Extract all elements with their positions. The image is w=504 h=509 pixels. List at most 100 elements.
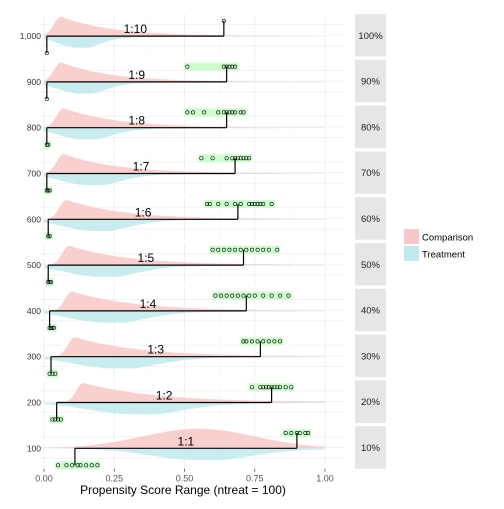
row-label: 900	[27, 77, 41, 87]
facet-strips: 100% 90% 80% 70% 60% 50% 40% 30% 20% 10%	[355, 14, 386, 469]
data-point	[216, 110, 221, 115]
data-point	[266, 247, 271, 252]
data-point	[233, 110, 238, 115]
data-point	[247, 202, 252, 207]
data-point	[224, 202, 229, 207]
treatment-density	[44, 310, 325, 323]
data-point	[275, 385, 280, 390]
data-point	[199, 156, 204, 161]
ratio-label: 1:1	[178, 434, 195, 448]
facet-strip	[355, 151, 386, 194]
x-axis-title: Propensity Score Range (ntreat = 100)	[80, 483, 286, 497]
treatment-density	[44, 36, 325, 48]
data-point	[56, 463, 61, 468]
row-label: 300	[27, 352, 41, 362]
ratio-label: 1:4	[140, 297, 157, 311]
data-point	[230, 110, 235, 115]
data-point	[255, 247, 260, 252]
facet-strip-label: 70%	[361, 168, 381, 179]
comparison-density	[44, 337, 325, 357]
data-point	[230, 293, 235, 298]
data-point	[258, 385, 263, 390]
row-label: 100	[27, 443, 41, 453]
data-point	[47, 325, 52, 330]
matched-range-bottom	[46, 323, 57, 332]
comparison-density	[44, 383, 325, 403]
matched-range-bottom	[55, 461, 101, 470]
data-point	[44, 96, 49, 101]
data-point	[44, 188, 49, 193]
row-label: 1,000	[20, 31, 42, 41]
data-point	[46, 280, 51, 285]
data-point	[263, 385, 268, 390]
data-point	[247, 293, 252, 298]
data-point	[221, 18, 226, 23]
data-point	[44, 142, 49, 147]
facet-strip-label: 40%	[361, 306, 381, 317]
facet-strip	[355, 14, 386, 57]
treatment-density	[44, 81, 325, 94]
facet-strip	[355, 426, 386, 469]
data-point	[261, 293, 266, 298]
data-point	[275, 247, 280, 252]
ratio-label: 1:5	[138, 251, 155, 265]
facet-strip-label: 20%	[361, 397, 381, 408]
facet-strip	[355, 288, 386, 332]
data-point	[238, 110, 243, 115]
data-point	[278, 339, 283, 344]
ratio-label: 1:6	[135, 205, 152, 219]
data-point	[297, 430, 302, 435]
comparison-density	[44, 200, 325, 220]
facet-strip	[355, 243, 386, 286]
row-label: 400	[27, 306, 41, 316]
facet-panel: 1:4 400	[27, 288, 344, 332]
data-point	[233, 156, 238, 161]
row-label: 700	[27, 169, 41, 179]
legend-swatch	[404, 246, 419, 261]
data-point	[47, 280, 52, 285]
data-point	[221, 247, 226, 252]
comparison-density	[44, 16, 325, 37]
data-point	[210, 156, 215, 161]
data-point	[255, 339, 260, 344]
data-point	[210, 247, 215, 252]
row-label: 200	[27, 398, 41, 408]
x-tick-label: 0.50	[176, 474, 194, 484]
data-point	[224, 156, 229, 161]
data-point	[44, 51, 49, 56]
data-point	[219, 293, 224, 298]
data-point	[266, 339, 271, 344]
data-point	[95, 463, 100, 468]
x-tick-label: 0.25	[105, 474, 123, 484]
data-point	[249, 385, 254, 390]
facet-strip-label: 50%	[361, 260, 381, 271]
data-point	[70, 463, 75, 468]
data-point	[235, 156, 240, 161]
data-point	[241, 293, 246, 298]
data-point	[227, 64, 232, 69]
data-point	[84, 463, 89, 468]
data-point	[249, 339, 254, 344]
data-point	[75, 463, 80, 468]
facet-strip	[355, 59, 386, 103]
data-point	[50, 371, 55, 376]
legend: Comparison Treatment	[404, 229, 473, 261]
data-point	[255, 202, 260, 207]
x-axis: 0.00 0.25 0.50 0.75 1.00	[35, 468, 334, 484]
data-point	[224, 64, 229, 69]
facet-panel: 1:10 1,000	[20, 14, 344, 57]
matched-range-top	[212, 291, 292, 300]
data-point	[224, 110, 229, 115]
comparison-density	[44, 428, 325, 449]
comparison-density	[44, 154, 325, 174]
data-point	[244, 156, 249, 161]
data-point	[233, 202, 238, 207]
data-point	[53, 371, 58, 376]
data-point	[269, 202, 274, 207]
data-point	[283, 430, 288, 435]
data-point	[47, 234, 52, 239]
treatment-density	[44, 219, 325, 231]
data-point	[233, 247, 238, 252]
ratio-label: 1:10	[124, 22, 148, 36]
data-point	[235, 293, 240, 298]
